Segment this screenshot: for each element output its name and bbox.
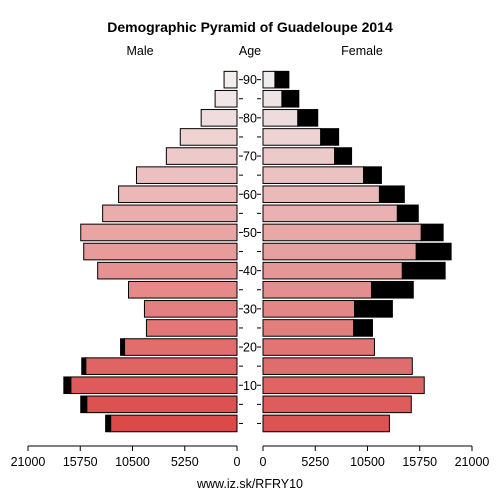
male-bar-80-84 [200, 109, 238, 127]
female-bar-50-54 [262, 223, 422, 242]
age-tick-label: 60 [243, 188, 257, 202]
male-label: Male [126, 44, 153, 58]
female-x-tick-label: 0 [260, 455, 267, 469]
male-x-tick-label: 0 [234, 455, 241, 469]
footer-url: www.iz.sk/RFRY10 [196, 477, 303, 491]
male-x-tick-label: 5250 [171, 455, 199, 469]
male-bar-50-54 [80, 223, 238, 242]
chart-title: Demographic Pyramid of Guadeloupe 2014 [107, 19, 393, 35]
female-bar-20-24 [262, 338, 375, 356]
female-excess-65-69 [363, 166, 382, 184]
male-excess-20-24 [120, 338, 126, 356]
male-bar-35-39 [128, 280, 238, 299]
female-bar-65-69 [262, 166, 365, 184]
axes-group: 10 20 30 40 50 60 70 80 90 21000 15750 10500 5250 0 0 5… [11, 73, 490, 469]
male-bar-90+ [223, 70, 238, 89]
female-excess-35-39 [370, 280, 414, 299]
male-x-tick-label: 15750 [63, 455, 98, 469]
age-label: Age [239, 44, 261, 58]
female-excess-75-79 [320, 128, 340, 146]
female-bar-10-14 [262, 376, 425, 395]
female-bar-45-49 [262, 242, 417, 261]
female-bar-60-64 [262, 185, 380, 204]
female-excess-30-34 [354, 300, 393, 318]
female-excess-40-44 [401, 261, 446, 280]
age-tick-label: 40 [243, 264, 257, 278]
male-bar-60-64 [118, 185, 238, 204]
age-tick-label: 50 [243, 226, 257, 240]
age-tick-label: 70 [243, 150, 257, 164]
male-bar-75-79 [179, 128, 238, 146]
male-bar-45-49 [83, 242, 238, 261]
male-bar-30-34 [143, 300, 238, 318]
male-excess-5-9 [80, 395, 88, 414]
female-excess-55-59 [396, 204, 419, 223]
bars-group [63, 70, 452, 433]
male-x-tick-label: 10500 [115, 455, 150, 469]
female-excess-50-54 [420, 223, 444, 242]
male-bar-55-59 [102, 204, 238, 223]
female-bar-25-29 [262, 319, 355, 337]
male-bar-10-14 [70, 376, 238, 395]
male-bar-70-74 [165, 147, 238, 165]
female-bar-30-34 [262, 300, 356, 318]
male-bar-15-19 [85, 357, 238, 375]
female-bar-85-89 [262, 89, 283, 108]
male-x-tick-label: 21000 [11, 455, 46, 469]
male-bar-65-69 [135, 166, 238, 184]
female-x-tick-label: 10500 [350, 455, 385, 469]
age-tick-label: 30 [243, 302, 257, 316]
age-tick-label: 90 [243, 73, 257, 87]
female-excess-90+ [274, 70, 290, 89]
female-excess-45-49 [415, 242, 452, 261]
female-bar-40-44 [262, 261, 403, 280]
female-x-tick-label: 15750 [402, 455, 437, 469]
female-bar-75-79 [262, 128, 322, 146]
age-tick-label: 20 [243, 341, 257, 355]
female-bar-15-19 [262, 357, 413, 375]
female-excess-80-84 [297, 109, 319, 127]
male-bar-40-44 [97, 261, 238, 280]
female-bar-5-9 [262, 395, 412, 414]
female-x-tick-label: 5250 [301, 455, 329, 469]
age-tick-label: 10 [243, 379, 257, 393]
female-bar-90+ [262, 70, 276, 89]
male-bar-0-4 [110, 414, 238, 433]
female-bar-0-4 [262, 414, 390, 433]
age-tick-label: 80 [243, 111, 257, 125]
male-bar-20-24 [124, 338, 238, 356]
female-label: Female [341, 44, 383, 58]
male-bar-85-89 [214, 89, 238, 108]
female-excess-70-74 [334, 147, 353, 165]
female-bar-80-84 [262, 109, 299, 127]
female-bar-55-59 [262, 204, 398, 223]
male-bar-25-29 [145, 319, 238, 337]
male-excess-10-14 [63, 376, 72, 395]
female-excess-25-29 [353, 319, 373, 337]
male-bar-5-9 [86, 395, 238, 414]
female-bar-70-74 [262, 147, 336, 165]
male-excess-15-19 [81, 357, 87, 375]
female-excess-60-64 [378, 185, 405, 204]
female-x-tick-label: 21000 [455, 455, 490, 469]
female-bar-35-39 [262, 280, 372, 299]
male-excess-0-4 [105, 414, 112, 433]
female-excess-85-89 [281, 89, 300, 108]
